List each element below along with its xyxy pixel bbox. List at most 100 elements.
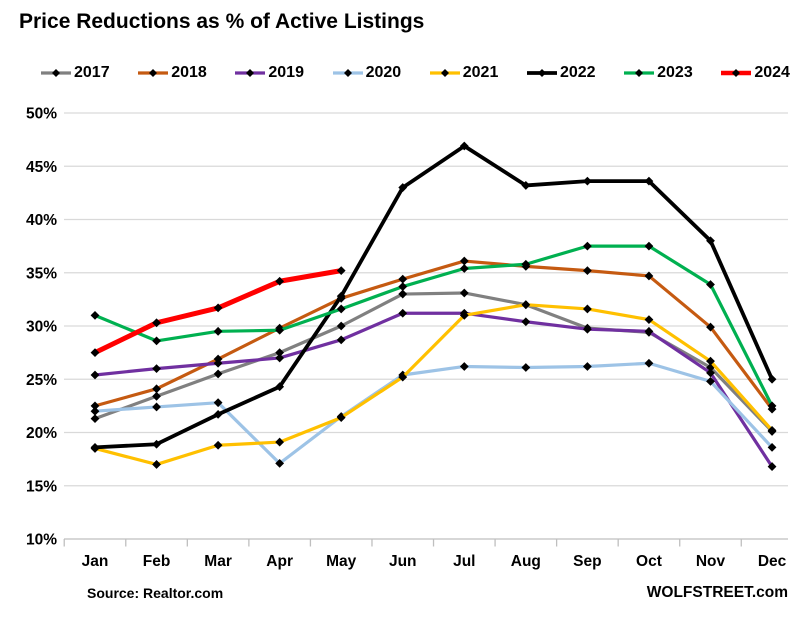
data-point-marker-2024	[213, 303, 223, 313]
y-axis-label-40: 40%	[26, 212, 57, 229]
x-axis-label-jul: Jul	[453, 553, 475, 570]
data-point-marker-2023	[398, 282, 408, 291]
legend-item-2024: 2024	[720, 64, 790, 82]
x-axis-label-sep: Sep	[573, 553, 601, 570]
data-point-marker-2022	[459, 141, 469, 151]
data-point-marker-2019	[583, 324, 592, 334]
legend-label-2018: 2018	[171, 64, 207, 81]
x-axis-label-aug: Aug	[511, 553, 541, 570]
legend-marker-icon	[537, 69, 546, 77]
legend-swatch-2021	[429, 69, 460, 77]
data-point-marker-2021	[152, 460, 161, 469]
data-point-marker-2019	[275, 353, 285, 363]
legend-label-2020: 2020	[365, 64, 402, 81]
data-point-marker-2020	[275, 458, 285, 468]
data-point-marker-2021	[336, 413, 346, 422]
x-axis-label-dec: Dec	[758, 553, 787, 570]
data-point-marker-2017	[90, 414, 100, 424]
y-axis-label-20: 20%	[26, 425, 57, 442]
data-point-marker-2018	[398, 274, 408, 284]
legend-label-2023: 2023	[657, 64, 693, 81]
data-point-marker-2019	[706, 368, 715, 378]
data-point-marker-2018	[152, 384, 161, 394]
data-point-marker-2018	[706, 322, 715, 332]
y-axis-label-45: 45%	[26, 159, 57, 176]
data-point-marker-2020	[706, 376, 715, 386]
data-point-marker-2021	[767, 425, 777, 435]
x-axis-label-apr: Apr	[266, 553, 293, 570]
legend-label-2024: 2024	[754, 64, 790, 81]
data-point-marker-2021	[644, 315, 654, 325]
legend-item-2020: 2020	[332, 64, 402, 82]
data-point-marker-2020	[521, 363, 531, 372]
data-point-marker-2022	[90, 443, 100, 452]
data-point-marker-2021	[213, 440, 223, 450]
data-point-marker-2022	[275, 382, 285, 392]
data-point-marker-2023	[213, 326, 223, 336]
data-point-marker-2020	[152, 402, 161, 412]
data-point-marker-2019	[90, 370, 100, 380]
y-axis-label-25: 25%	[26, 372, 57, 389]
legend-swatch-2022	[526, 69, 557, 77]
data-point-marker-2017	[275, 348, 285, 358]
data-point-marker-2024	[336, 266, 346, 276]
legend-marker-icon	[246, 69, 255, 77]
y-axis-label-35: 35%	[26, 265, 57, 282]
legend-swatch-2019	[235, 69, 266, 77]
data-point-marker-2021	[583, 304, 592, 314]
data-point-marker-2021	[706, 356, 715, 366]
data-point-marker-2020	[459, 362, 469, 371]
x-axis-label-nov: Nov	[696, 553, 726, 570]
chart-title: Price Reductions as % of Active Listings	[19, 10, 425, 33]
data-point-marker-2023	[459, 264, 469, 273]
data-point-marker-2022	[336, 291, 346, 301]
y-axis-label-50: 50%	[26, 106, 57, 123]
legend-label-2017: 2017	[74, 64, 110, 81]
data-point-marker-2024	[152, 318, 161, 328]
x-axis-label-jun: Jun	[389, 553, 417, 570]
data-point-marker-2018	[644, 271, 654, 281]
data-point-marker-2020	[583, 362, 592, 371]
data-point-marker-2023	[521, 259, 531, 269]
legend-marker-icon	[343, 69, 352, 77]
data-point-marker-2022	[767, 374, 777, 384]
data-point-marker-2022	[152, 439, 161, 449]
data-point-marker-2017	[398, 289, 408, 299]
data-point-marker-2019	[213, 358, 223, 368]
legend-marker-icon	[440, 69, 449, 77]
data-point-marker-2019	[398, 308, 408, 318]
legend-swatch-2024	[721, 69, 752, 77]
data-point-marker-2019	[336, 335, 346, 345]
data-point-marker-2022	[398, 183, 408, 192]
x-axis-label-may: May	[326, 553, 357, 570]
y-axis-label-15: 15%	[26, 478, 57, 495]
x-axis-label-mar: Mar	[204, 553, 232, 570]
x-axis-label-feb: Feb	[143, 553, 171, 570]
y-axis-label-10: 10%	[26, 532, 57, 549]
data-point-marker-2017	[336, 321, 346, 331]
series-line-2019	[93, 311, 774, 469]
legend-marker-icon	[149, 69, 158, 77]
data-point-marker-2017	[213, 369, 223, 379]
data-point-marker-2022	[213, 409, 223, 419]
data-point-marker-2023	[644, 241, 654, 251]
legend-item-2023: 2023	[623, 64, 693, 82]
legend-item-2019: 2019	[234, 64, 304, 82]
data-point-marker-2022	[583, 176, 592, 186]
data-point-marker-2018	[90, 401, 100, 411]
data-point-marker-2022	[521, 181, 531, 190]
data-point-marker-2018	[583, 266, 592, 276]
x-axis-label-oct: Oct	[636, 553, 662, 570]
series-line-2023	[93, 244, 774, 408]
data-point-marker-2018	[459, 256, 469, 266]
legend-marker-icon	[52, 69, 60, 77]
data-point-marker-2023	[767, 401, 777, 411]
legend-item-2017: 2017	[40, 64, 110, 82]
legend-marker-icon	[732, 69, 741, 77]
data-point-marker-2023	[90, 310, 100, 320]
data-point-marker-2022	[644, 176, 654, 186]
legend-label-2022: 2022	[559, 64, 596, 81]
y-axis-label-30: 30%	[26, 319, 57, 336]
